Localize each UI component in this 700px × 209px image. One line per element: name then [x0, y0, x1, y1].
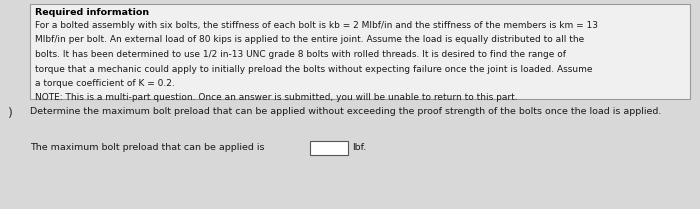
- Text: torque that a mechanic could apply to initially preload the bolts without expect: torque that a mechanic could apply to in…: [35, 65, 592, 74]
- Text: For a bolted assembly with six bolts, the stiffness of each bolt is kb = 2 Mlbf/: For a bolted assembly with six bolts, th…: [35, 21, 598, 30]
- Text: Determine the maximum bolt preload that can be applied without exceeding the pro: Determine the maximum bolt preload that …: [30, 107, 662, 116]
- Text: ): ): [8, 107, 13, 121]
- Text: bolts. It has been determined to use 1/2 in-13 UNC grade 8 bolts with rolled thr: bolts. It has been determined to use 1/2…: [35, 50, 566, 59]
- FancyBboxPatch shape: [30, 4, 690, 99]
- Text: lbf.: lbf.: [352, 143, 366, 152]
- Text: a torque coefficient of K = 0.2.: a torque coefficient of K = 0.2.: [35, 79, 175, 88]
- Text: Mlbf/in per bolt. An external load of 80 kips is applied to the entire joint. As: Mlbf/in per bolt. An external load of 80…: [35, 36, 584, 45]
- FancyBboxPatch shape: [310, 141, 348, 155]
- Text: The maximum bolt preload that can be applied is: The maximum bolt preload that can be app…: [30, 143, 265, 152]
- Text: NOTE: This is a multi-part question. Once an answer is submitted, you will be un: NOTE: This is a multi-part question. Onc…: [35, 93, 517, 102]
- Text: Required information: Required information: [35, 8, 149, 17]
